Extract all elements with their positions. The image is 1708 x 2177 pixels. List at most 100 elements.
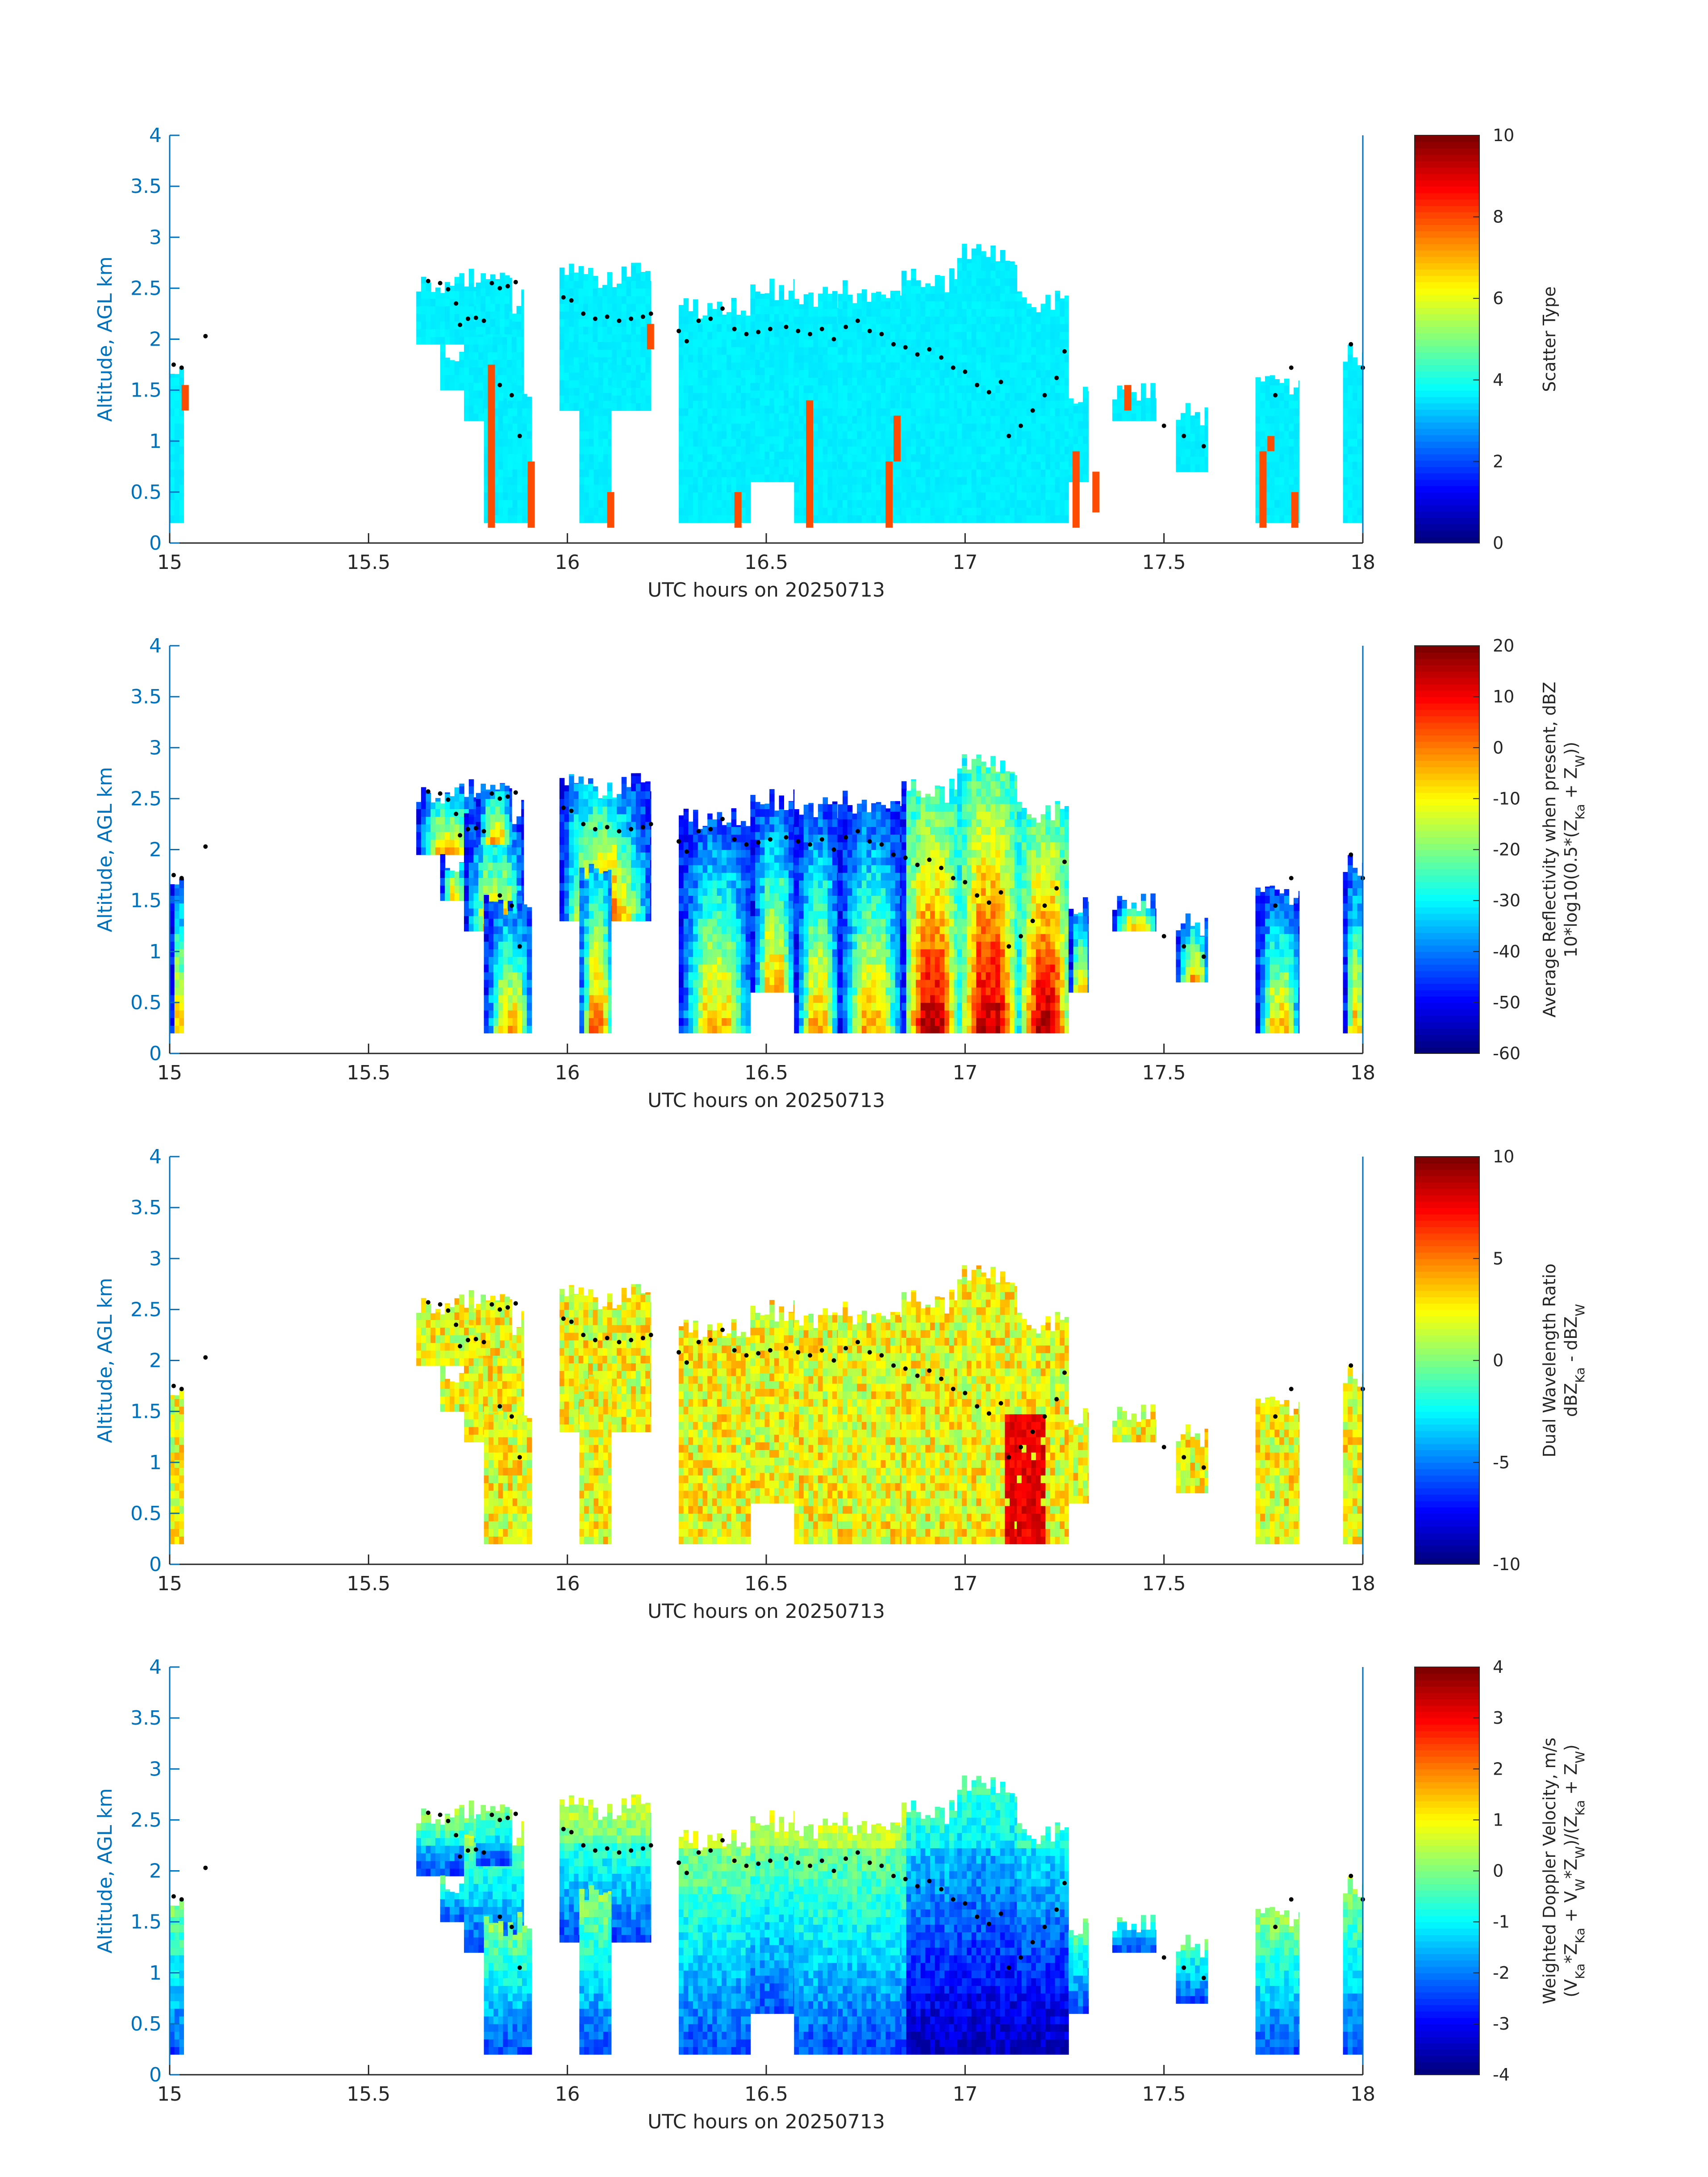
heatmap-cell [513,416,518,424]
heatmap-cell [1010,401,1015,409]
colorbar-segment [1415,346,1479,352]
heatmap-cell [1041,331,1046,339]
heatmap-cell [954,377,957,385]
heatmap-cell [1200,449,1205,457]
heatmap-cell [498,949,504,957]
heatmap-cell [641,334,646,342]
heatmap-cell [679,485,684,493]
heatmap-cell [1186,456,1191,464]
heatmap-cell [1027,304,1032,309]
heatmap-cell [871,416,877,424]
heatmap-cell [574,273,579,281]
heatmap-cell [507,367,512,375]
heatmap-cell [804,355,809,363]
heatmap-cell [774,413,780,421]
heatmap-cell [916,446,921,454]
heatmap-cell [1353,500,1358,508]
heatmap-cell [641,296,646,304]
heatmap-cell [1022,331,1027,339]
heatmap-cell [603,393,609,401]
heatmap-cell [813,485,819,493]
heatmap-cell [1284,431,1290,439]
heatmap-cell [902,461,907,469]
heatmap-cell [170,408,175,416]
colorbar-segment [1415,486,1479,493]
heatmap-cell [1015,515,1017,523]
heatmap-cell [1181,441,1186,449]
heatmap-cell [832,507,838,515]
heatmap-cell [641,288,646,296]
heatmap-cell [995,454,1001,462]
heatmap-cell [1045,401,1051,409]
heatmap-cell [843,286,848,294]
colorbar-segment [1415,358,1479,365]
heatmap-cell [435,816,441,824]
marker-dot [581,311,585,316]
heatmap-cell [746,477,751,485]
heatmap-cell [760,306,765,314]
heatmap-cell [631,365,636,373]
heatmap-cell [1353,385,1358,393]
heatmap-cell [902,439,907,447]
heatmap-cell [593,304,598,312]
heatmap-cell [990,286,996,294]
heatmap-cell [602,334,608,342]
colorbar-segment [1415,231,1479,238]
heatmap-cell [469,901,474,909]
heatmap-cell [707,515,713,523]
heatmap-cell [930,500,935,508]
heatmap-cell [981,278,986,286]
heatmap-cell [1357,408,1363,416]
colorbar-segment [1415,192,1479,199]
heatmap-cell [513,439,518,447]
heatmap-cell [688,362,693,370]
heatmap-cell [179,1018,184,1026]
heatmap-cell [804,377,809,385]
heatmap-cell [1017,292,1022,294]
heatmap-cell [564,275,570,281]
heatmap-cell [597,288,603,289]
heatmap-cell [522,446,527,454]
heatmap-cell [972,492,977,500]
heatmap-cell [799,309,804,317]
heatmap-cell [495,814,501,822]
heatmap-cell [712,416,718,424]
heatmap-cell [1065,316,1069,324]
heatmap-cell [650,388,651,396]
heatmap-cell [871,331,877,339]
heatmap-cell [641,326,646,334]
heatmap-cell [597,326,603,334]
heatmap-cell [469,367,474,375]
heatmap-cell [871,423,877,431]
heatmap-cell [445,840,450,848]
heatmap-cell [1256,393,1261,401]
heatmap-cell [1092,472,1099,512]
heatmap-cell [707,446,713,454]
heatmap-cell [784,451,789,460]
heatmap-cell [693,299,698,301]
heatmap-cell [967,439,972,447]
heatmap-cell [972,431,977,439]
heatmap-cell [741,461,746,469]
heatmap-cell [717,362,722,370]
heatmap-cell [876,309,881,317]
heatmap-cell [906,454,912,462]
marker-dot [1182,434,1186,438]
heatmap-cell [1270,461,1275,469]
heatmap-cell [703,515,708,523]
heatmap-cell [779,390,785,398]
heatmap-cell [916,485,921,493]
heatmap-cell [852,461,857,469]
heatmap-cell [1017,362,1022,370]
heatmap-cell [827,339,833,347]
heatmap-cell [832,324,838,332]
heatmap-cell [990,431,996,439]
heatmap-cell [976,461,981,469]
heatmap-cell [784,405,789,414]
heatmap-cell [594,454,599,462]
heatmap-cell [852,477,857,485]
heatmap-cell [789,337,794,345]
heatmap-cell [986,347,991,355]
heatmap-cell [650,403,651,411]
heatmap-cell [885,393,891,401]
